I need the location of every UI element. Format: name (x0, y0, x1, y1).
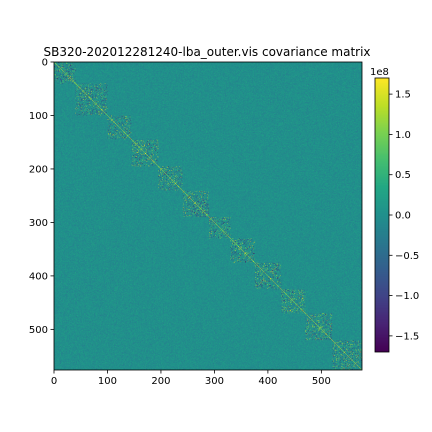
y-tick-label: 100 (29, 111, 48, 122)
colorbar-tick-label: 1.0 (395, 130, 411, 141)
x-tick-label: 300 (205, 376, 224, 387)
colorbar-tick-label: 0.0 (395, 211, 411, 222)
y-axis: 0 100 200 300 400 500 (29, 58, 54, 336)
x-axis: 0 100 200 300 400 500 (51, 370, 331, 387)
y-tick-label: 200 (29, 164, 48, 175)
y-tick-label: 0 (42, 58, 48, 69)
heatmap-plot (53, 61, 363, 371)
x-tick-label: 200 (151, 376, 170, 387)
colorbar-tick-label: −1.0 (395, 291, 419, 302)
colorbar-tick-label: 0.5 (395, 170, 411, 181)
y-tick-label: 500 (29, 325, 48, 336)
covariance-heatmap (54, 62, 362, 370)
colorbar-offset-label: 1e8 (370, 67, 389, 78)
x-tick-label: 0 (51, 376, 57, 387)
chart-title: SB320-202012281240-lba_outer.vis covaria… (43, 45, 370, 59)
x-tick-label: 500 (312, 376, 331, 387)
colorbar-tick-label: −0.5 (395, 251, 419, 262)
y-tick-label: 400 (29, 271, 48, 282)
colorbar-axis: 1.5 1.0 0.5 0.0 −0.5 −1.0 −1.5 (389, 90, 419, 342)
colorbar-tick-label: −1.5 (395, 331, 419, 342)
x-tick-label: 100 (98, 376, 117, 387)
y-tick-label: 300 (29, 218, 48, 229)
colorbar-gradient (375, 78, 389, 352)
axes-frame (53, 61, 363, 371)
colorbar: 1e8 1.5 1.0 0.5 0.0 −0.5 −1.0 −1.5 (370, 67, 419, 353)
x-tick-label: 400 (258, 376, 277, 387)
colorbar-tick-label: 1.5 (395, 90, 411, 101)
